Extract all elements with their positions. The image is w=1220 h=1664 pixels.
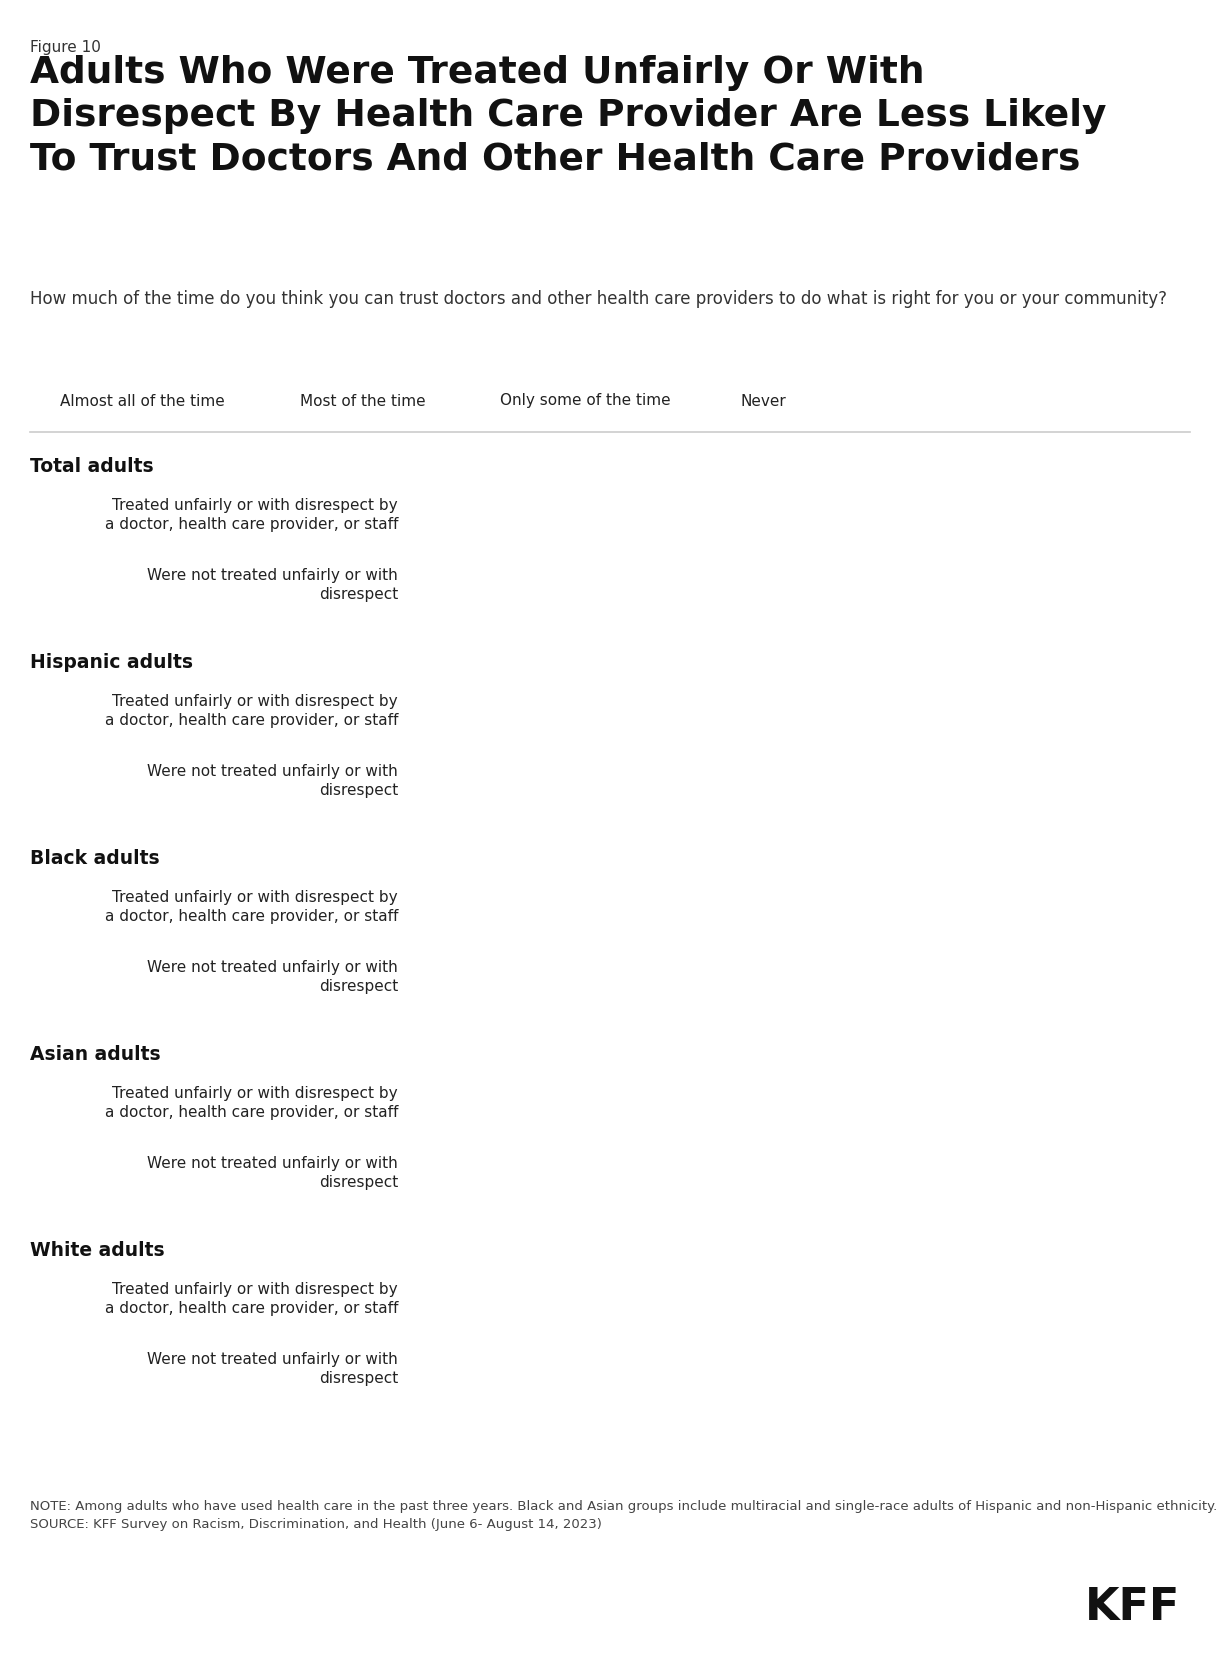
Text: 21%: 21% [1046,774,1081,789]
Text: 43%: 43% [640,1291,676,1306]
Text: 13%: 13% [442,1095,477,1110]
Text: 43%: 43% [953,508,988,522]
Text: Total adults: Total adults [30,456,154,476]
Text: KFF: KFF [1085,1586,1180,1629]
Text: 27%: 27% [495,1361,531,1376]
Text: Treated unfairly or with disrespect by
a doctor, health care provider, or staff: Treated unfairly or with disrespect by a… [105,694,398,729]
Text: 52%: 52% [789,577,825,592]
Text: Never: Never [741,393,786,408]
Text: Black adults: Black adults [30,849,160,867]
Text: 20%: 20% [1072,1165,1108,1180]
Text: Were not treated unfairly or with
disrespect: Were not treated unfairly or with disres… [148,960,398,995]
Text: NOTE: Among adults who have used health care in the past three years. Black and : NOTE: Among adults who have used health … [30,1499,1220,1531]
Text: How much of the time do you think you can trust doctors and other health care pr: How much of the time do you think you ca… [30,290,1168,308]
Text: 47%: 47% [922,704,958,719]
Text: Asian adults: Asian adults [30,1045,161,1063]
Text: 23%: 23% [1053,970,1088,985]
Text: 52%: 52% [797,1361,832,1376]
Text: 36%: 36% [614,900,649,915]
Text: Were not treated unfairly or with
disrespect: Were not treated unfairly or with disres… [148,1155,398,1190]
Text: Hispanic adults: Hispanic adults [30,652,193,672]
Text: 16%: 16% [453,704,489,719]
Text: Treated unfairly or with disrespect by
a doctor, health care provider, or staff: Treated unfairly or with disrespect by a… [105,1085,398,1120]
Text: Almost all of the time: Almost all of the time [60,393,224,408]
Text: 22%: 22% [476,970,511,985]
Text: 25%: 25% [488,774,523,789]
Text: 57%: 57% [778,1165,814,1180]
Text: 20%: 20% [1064,577,1099,592]
Text: Figure 10: Figure 10 [30,40,101,55]
Text: Adults Who Were Treated Unfairly Or With
Disrespect By Health Care Provider Are : Adults Who Were Treated Unfairly Or With… [30,55,1107,176]
Text: Were not treated unfairly or with
disrespect: Were not treated unfairly or with disres… [148,1351,398,1386]
Text: Treated unfairly or with disrespect by
a doctor, health care provider, or staff: Treated unfairly or with disrespect by a… [105,498,398,532]
Text: 49%: 49% [678,1095,714,1110]
Text: 50%: 50% [775,774,810,789]
Text: Were not treated unfairly or with
disrespect: Were not treated unfairly or with disres… [148,764,398,799]
Text: Were not treated unfairly or with
disrespect: Were not treated unfairly or with disres… [148,567,398,602]
Text: Treated unfairly or with disrespect by
a doctor, health care provider, or staff: Treated unfairly or with disrespect by a… [105,890,398,925]
Text: 49%: 49% [938,900,974,915]
Text: 42%: 42% [965,1291,1000,1306]
Text: White adults: White adults [30,1240,165,1260]
Text: 11%: 11% [434,900,470,915]
Text: 30%: 30% [628,704,664,719]
Text: Treated unfairly or with disrespect by
a doctor, health care provider, or staff: Treated unfairly or with disrespect by a… [105,1281,398,1316]
Text: 19%: 19% [1068,1361,1103,1376]
Text: Most of the time: Most of the time [300,393,426,408]
Text: Only some of the time: Only some of the time [500,393,671,408]
Text: 53%: 53% [762,970,798,985]
Text: 31%: 31% [983,1095,1019,1110]
Text: 26%: 26% [492,577,527,592]
Text: 40%: 40% [637,508,672,522]
Text: 22%: 22% [476,1165,511,1180]
